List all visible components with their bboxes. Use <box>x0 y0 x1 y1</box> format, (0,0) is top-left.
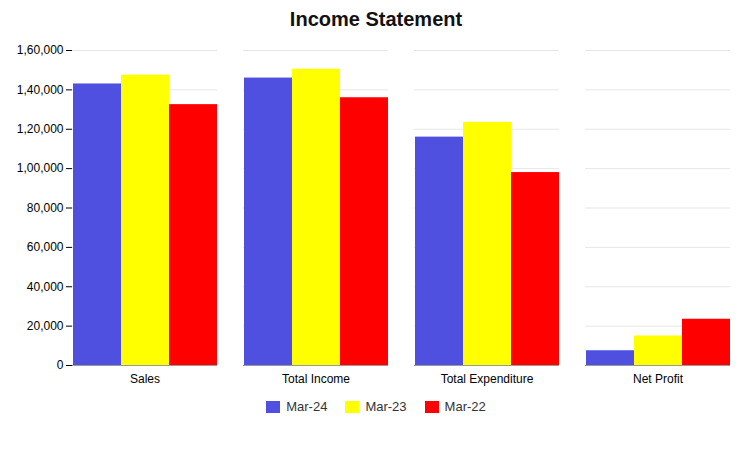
html-text:Mar-23: Mar-23 <box>365 399 407 414</box>
svg-text:80,000: 80,000 <box>27 201 64 215</box>
svg-text:1,20,000: 1,20,000 <box>17 122 64 136</box>
html-text:Income Statement: Income Statement <box>289 8 463 30</box>
svg-text:Net Profit: Net Profit <box>633 372 684 386</box>
svg-text:20,000: 20,000 <box>27 319 64 333</box>
html-text:Mar-24: Mar-24 <box>286 399 328 414</box>
svg-text:1,60,000: 1,60,000 <box>17 43 64 57</box>
html-text:Mar-22: Mar-22 <box>444 399 486 414</box>
svg-text:1,00,000: 1,00,000 <box>17 161 64 175</box>
svg-text:0: 0 <box>57 358 64 372</box>
svg-text:1,40,000: 1,40,000 <box>17 83 64 97</box>
svg-text:60,000: 60,000 <box>27 240 64 254</box>
svg-text:Total Income: Total Income <box>282 372 350 386</box>
svg-text:40,000: 40,000 <box>27 280 64 294</box>
svg-text:Sales: Sales <box>130 372 160 386</box>
svg-text:Total Expenditure: Total Expenditure <box>441 372 534 386</box>
